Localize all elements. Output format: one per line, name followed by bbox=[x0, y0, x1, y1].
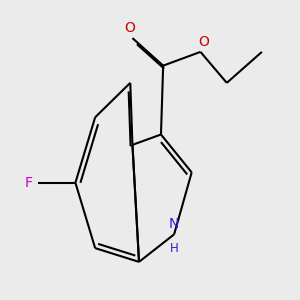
Text: F: F bbox=[25, 176, 33, 190]
Text: O: O bbox=[124, 21, 135, 35]
Text: H: H bbox=[170, 242, 178, 255]
Text: N: N bbox=[169, 218, 179, 231]
Text: O: O bbox=[198, 35, 209, 49]
